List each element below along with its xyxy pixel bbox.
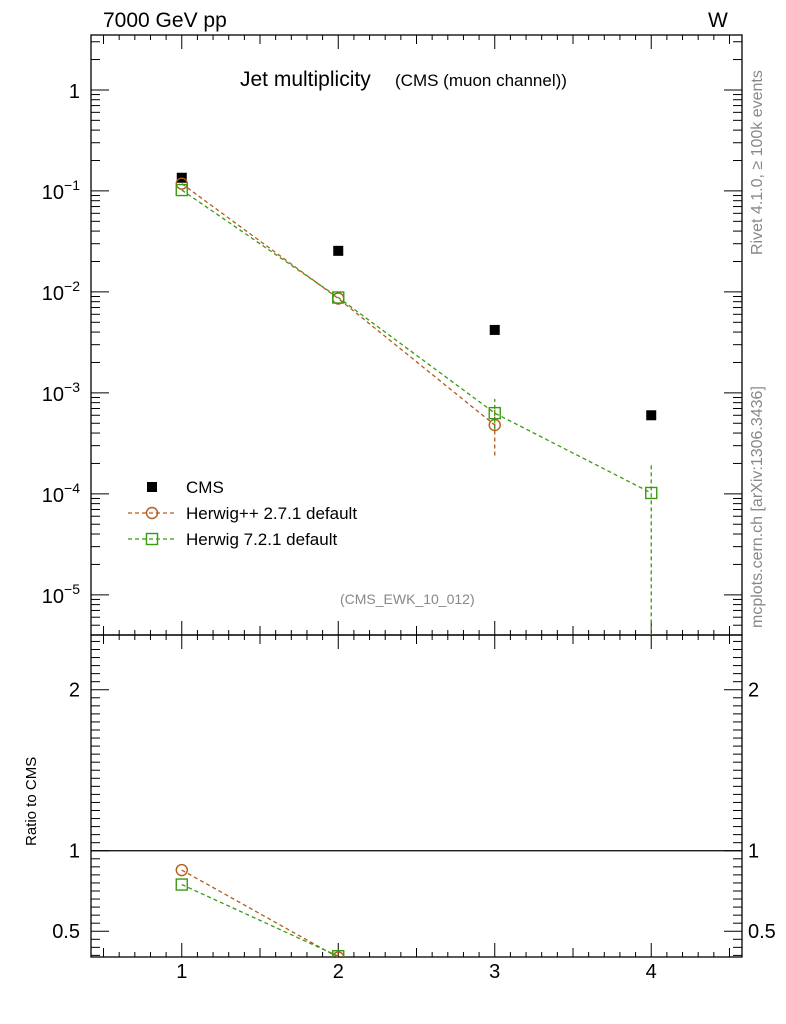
x-tick-label: 2 <box>333 961 344 983</box>
series-herwig-7-2-1-default <box>175 183 658 635</box>
ratio-point <box>332 951 345 957</box>
ratio-y-tick-label-right: 0.5 <box>748 921 776 943</box>
y-tick-label: 1 <box>69 81 80 103</box>
ratio-point <box>332 949 345 957</box>
series-line <box>181 183 496 426</box>
data-point <box>488 406 501 420</box>
legend-entry: Herwig++ 2.7.1 default <box>128 504 357 523</box>
ratio-line <box>181 883 339 957</box>
watermark: (CMS_EWK_10_012) <box>340 591 475 607</box>
legend-entry: Herwig 7.2.1 default <box>128 530 337 549</box>
ratio-y-tick-label-right: 2 <box>748 680 759 702</box>
legend-marker <box>145 506 159 520</box>
data-point <box>645 486 658 500</box>
x-tick-label: 4 <box>646 961 657 983</box>
y-tick-label: 10−2 <box>42 278 80 305</box>
y-tick-label: 10−5 <box>42 581 80 608</box>
ratio-frame-border <box>90 634 743 958</box>
chart-subtitle: (CMS (muon channel)) <box>395 71 567 90</box>
data-point <box>646 410 657 421</box>
legend-label: Herwig++ 2.7.1 default <box>186 504 357 523</box>
ratio-data <box>175 863 345 957</box>
ratio-panel: 0.5 0.5 1 1 2 2 <box>52 634 776 958</box>
data-point <box>332 291 345 304</box>
ratio-y-tick-label-right: 1 <box>748 841 759 863</box>
y-tick-label: 10−1 <box>42 177 80 204</box>
legend-label: Herwig 7.2.1 default <box>186 530 337 549</box>
ratio-ylabel: Ratio to CMS <box>23 757 40 846</box>
legend-entry: CMS <box>147 478 224 497</box>
data-point <box>175 177 188 190</box>
chart-title: Jet multiplicity <box>240 68 371 91</box>
ratio-line <box>181 869 339 957</box>
header-right: W <box>708 9 728 32</box>
ratio-y-tick-label: 0.5 <box>52 921 80 943</box>
x-tick-label: 1 <box>176 961 187 983</box>
data-point <box>175 183 188 197</box>
ratio-y-tick-label: 2 <box>69 680 80 702</box>
y-tick-label: 10−4 <box>42 480 80 507</box>
ratio-point <box>175 863 188 877</box>
series-line <box>181 189 652 494</box>
legend-marker <box>145 532 159 546</box>
data-point <box>333 245 344 256</box>
header-left: 7000 GeV pp <box>103 9 227 32</box>
legend-marker <box>147 482 157 492</box>
legend: CMS Herwig++ 2.7.1 default Herwig 7.2.1 de… <box>128 478 357 549</box>
ratio-series-herwig-7-2-1-default <box>175 878 345 957</box>
main-data <box>175 172 658 635</box>
y-tick-label: 10−3 <box>42 379 80 406</box>
side-label-top: Rivet 4.1.0, ≥ 100k events <box>749 70 766 255</box>
series-cms <box>176 172 657 421</box>
side-label-bottom: mcplots.cern.ch [arXiv:1306.3436] <box>749 386 766 628</box>
x-tick-label: 3 <box>489 961 500 983</box>
legend-label: CMS <box>186 478 224 497</box>
data-point <box>489 324 500 335</box>
ratio-point <box>175 878 188 891</box>
ratio-series-herwig-2-7-1-default <box>175 863 345 957</box>
ratio-y-tick-label: 1 <box>69 841 80 863</box>
